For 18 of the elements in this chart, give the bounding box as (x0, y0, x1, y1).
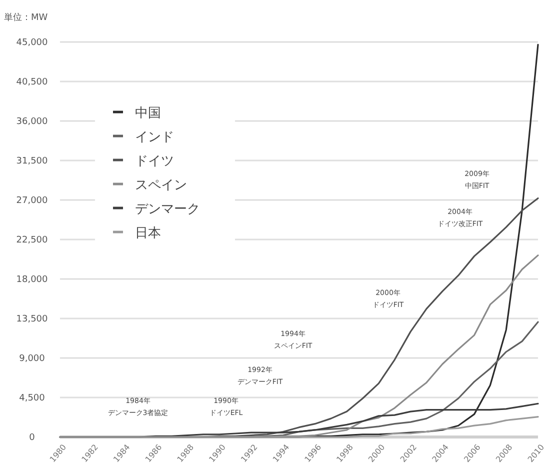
y-tick-label: 9,000 (19, 354, 46, 364)
y-tick-label: 22,500 (16, 236, 48, 246)
legend-label: ドイツ (135, 154, 174, 169)
legend-label: インド (135, 130, 174, 145)
y-tick-label: 36,000 (16, 117, 48, 127)
y-tick-label: 40,500 (16, 78, 48, 88)
legend-label: 日本 (135, 226, 161, 241)
y-tick-label: 13,500 (16, 314, 48, 324)
y-tick-label: 18,000 (16, 275, 48, 285)
y-tick-label: 0 (29, 433, 36, 443)
y-tick-label: 4,500 (19, 394, 46, 404)
y-tick-label: 45,000 (16, 38, 48, 48)
legend-label: 中国 (135, 106, 161, 121)
legend-label: デンマーク (135, 202, 200, 217)
y-tick-label: 27,000 (16, 196, 48, 206)
legend-label: スペイン (135, 178, 187, 193)
y-tick-label: 31,500 (16, 156, 48, 166)
y-axis-title: 単位：MW (4, 12, 48, 23)
